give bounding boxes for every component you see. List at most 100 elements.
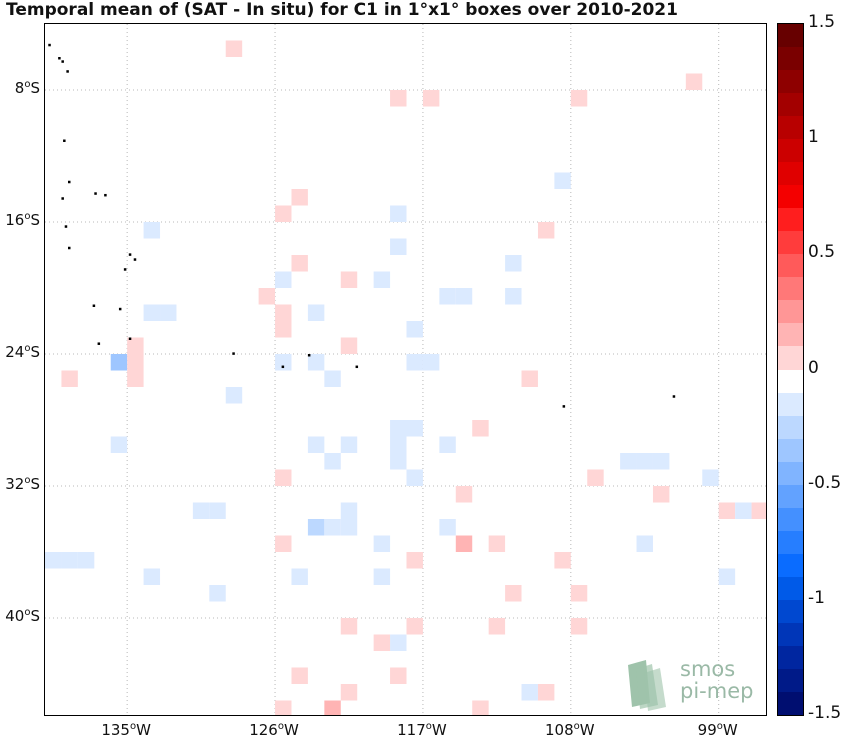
colorbar-segment [778, 622, 803, 647]
heatmap-cell [554, 552, 571, 569]
colorbar-segment [778, 438, 803, 463]
heatmap-cell [406, 469, 423, 486]
heatmap-cell [324, 519, 341, 536]
colorbar-segment [778, 369, 803, 394]
island-mark [64, 225, 68, 228]
x-tick-label: 126oW [249, 721, 299, 739]
colorbar-segment [778, 24, 803, 48]
map-title: Temporal mean of (SAT - In situ) for C1 … [6, 0, 678, 20]
heatmap-cell [45, 552, 62, 569]
colorbar-segment [778, 530, 803, 555]
heatmap-cell [61, 552, 78, 569]
heatmap-cell [455, 486, 473, 503]
island-mark [562, 405, 566, 408]
heatmap-cell [225, 387, 243, 404]
y-tick-label: 32oS [5, 475, 40, 493]
heatmap-cell [291, 667, 308, 684]
heatmap-cell [390, 667, 407, 684]
heatmap-cell [472, 420, 489, 437]
colorbar-segment [778, 70, 803, 94]
colorbar-segment [778, 93, 803, 117]
island-mark [118, 307, 122, 311]
heatmap-cell [340, 684, 358, 701]
colorbar-segment [778, 691, 803, 715]
colorbar-segment [778, 300, 803, 324]
heatmap-cell [455, 288, 473, 305]
heatmap-cell [537, 222, 555, 239]
heatmap-cell [61, 370, 78, 387]
heatmap-cell [390, 453, 407, 470]
logo-text-pimep: pi-mep [680, 679, 754, 703]
colorbar-segment [778, 645, 803, 670]
island-mark [68, 246, 71, 250]
heatmap-cell [340, 337, 358, 354]
colorbar-segment [778, 254, 803, 278]
heatmap-cell [143, 222, 161, 239]
colorbar-segment [778, 484, 803, 509]
heatmap-cell [373, 271, 391, 288]
logo-text-smos: smos [680, 657, 736, 681]
heatmap-cell [275, 304, 292, 321]
island-mark [48, 43, 51, 47]
colorbar-segment [778, 208, 803, 232]
heatmap-cell [422, 90, 440, 107]
island-mark [281, 365, 285, 369]
heatmap-cell [439, 519, 456, 536]
heatmap-cell [751, 502, 766, 519]
heatmap-cell [373, 535, 391, 552]
heatmap-cell [455, 535, 473, 552]
heatmap-cell [291, 189, 308, 206]
heatmap-cell [390, 420, 407, 437]
heatmap-cell [521, 370, 538, 387]
heatmap-cell [406, 354, 423, 371]
heatmap-cell [110, 436, 128, 453]
heatmap-cell [439, 436, 456, 453]
heatmap-cell [340, 618, 358, 635]
heatmap-cell [291, 568, 308, 585]
y-tick-label: 24oS [5, 343, 40, 361]
heatmap-cell [307, 354, 325, 371]
heatmap-cell [127, 337, 144, 354]
heatmap-cell [537, 684, 555, 701]
island-mark [66, 70, 69, 73]
island-mark [232, 352, 235, 355]
heatmap-cell [324, 700, 341, 715]
map-canvas [45, 24, 766, 715]
heatmap-cell [685, 73, 703, 90]
island-mark [63, 139, 66, 142]
heatmap-cell [521, 684, 538, 701]
heatmap-cell [275, 700, 292, 715]
heatmap-cell [275, 271, 292, 288]
heatmap-cell [652, 486, 670, 503]
island-mark [128, 337, 132, 340]
colorbar-tick-label: 0 [808, 357, 819, 378]
island-mark [307, 354, 311, 357]
colorbar-segment [778, 553, 803, 578]
y-tick-label: 8oS [14, 79, 40, 97]
heatmap-cell [275, 469, 292, 486]
heatmap-cell [192, 502, 210, 519]
x-tick-label: 99oW [697, 721, 738, 739]
heatmap-cell [275, 354, 292, 371]
heatmap-cell [439, 288, 456, 305]
heatmap-cell [505, 585, 522, 602]
heatmap-cell [77, 552, 95, 569]
island-mark [94, 192, 97, 195]
colorbar-segment [778, 231, 803, 255]
colorbar-segment [778, 507, 803, 532]
heatmap-cell [406, 321, 423, 338]
heatmap-cell [275, 321, 292, 338]
heatmap-cell [340, 436, 358, 453]
heatmap-cell [620, 453, 637, 470]
heatmap-cell [390, 205, 407, 222]
heatmap-cell [570, 618, 588, 635]
colorbar-tick-label: 1 [808, 127, 819, 148]
heatmap-cell [390, 90, 407, 107]
colorbar-segment [778, 346, 803, 370]
heatmap-cell [636, 453, 653, 470]
smos-pimep-logo-icon [628, 660, 666, 711]
island-mark [128, 253, 132, 256]
heatmap-cell [422, 354, 440, 371]
island-mark [92, 304, 96, 307]
island-mark [672, 395, 676, 398]
